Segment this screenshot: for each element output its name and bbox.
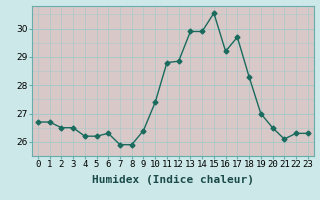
Bar (255, 6, 267, 156)
Bar (44, 6, 55, 156)
Bar (79, 6, 91, 156)
Bar (161, 6, 173, 156)
Bar (102, 6, 114, 156)
Bar (267, 6, 278, 156)
Bar (114, 6, 126, 156)
Bar (138, 6, 149, 156)
Bar (208, 6, 220, 156)
Bar (196, 6, 208, 156)
Bar (220, 6, 231, 156)
Bar (185, 6, 196, 156)
X-axis label: Humidex (Indice chaleur): Humidex (Indice chaleur) (92, 175, 254, 185)
Bar (55, 6, 67, 156)
Bar (67, 6, 79, 156)
Bar (290, 6, 302, 156)
Bar (173, 6, 185, 156)
Bar (278, 6, 290, 156)
Bar (231, 6, 243, 156)
Bar (126, 6, 138, 156)
Bar (149, 6, 161, 156)
Bar (91, 6, 102, 156)
Bar (302, 6, 314, 156)
Bar (243, 6, 255, 156)
Bar (32, 6, 44, 156)
